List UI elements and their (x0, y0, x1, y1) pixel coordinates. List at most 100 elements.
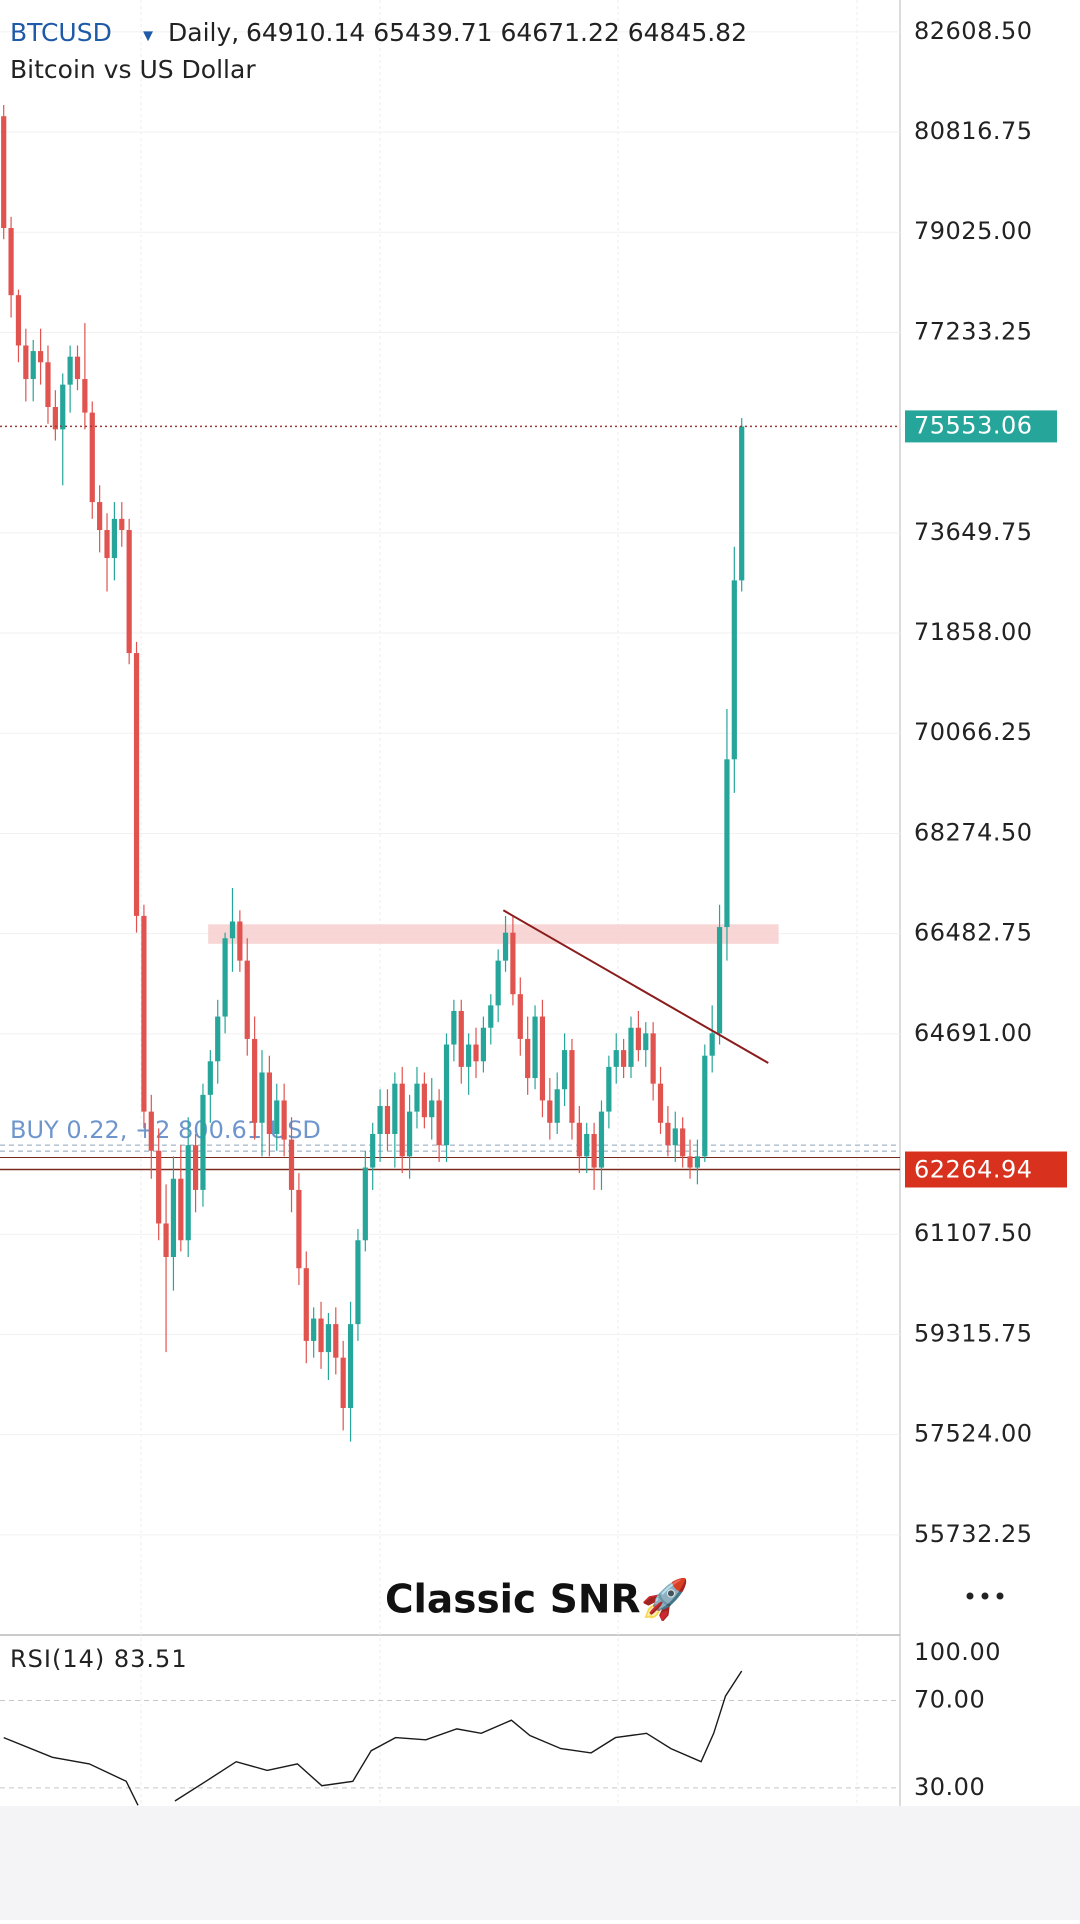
footer-bg (0, 1806, 1080, 1920)
candle-body (458, 1010, 464, 1067)
candle-body (731, 580, 737, 760)
candle-body (288, 1139, 295, 1190)
candle-body (333, 1324, 339, 1358)
candle-body (591, 1133, 597, 1168)
ohlc-header: 64910.14 65439.71 64671.22 64845.82 (246, 18, 747, 47)
candle-body (576, 1122, 582, 1157)
trendline (502, 909, 769, 1064)
candle-body (274, 1100, 280, 1134)
price-pane: BUY 0.22, +2 800.61 USD (0, 105, 900, 1442)
interval: Daily, (168, 18, 239, 47)
y-tick-label: 66482.75 (914, 919, 1033, 947)
candle-body (89, 412, 95, 503)
candle-body (45, 362, 51, 408)
candle-body (362, 1167, 368, 1241)
candle-body (672, 1128, 678, 1146)
candle-body (281, 1100, 287, 1140)
candle-body (407, 1111, 413, 1157)
candle-body (170, 1178, 177, 1258)
rsi-pane (3, 1670, 743, 1806)
candle-body (200, 1094, 206, 1190)
candle-body (82, 379, 88, 413)
candle-body (613, 1050, 619, 1067)
y-tick-label: 79025.00 (914, 217, 1033, 245)
candle-body (414, 1083, 420, 1112)
y-tick-label: 70066.25 (914, 718, 1033, 746)
candle-body (392, 1083, 398, 1134)
candle-body (724, 759, 730, 928)
symbol-dropdown[interactable]: ▾ (143, 23, 153, 47)
candle-body (259, 1072, 265, 1123)
candle-body (488, 1005, 494, 1028)
rsi-line (3, 1736, 139, 1806)
candle-body (739, 426, 745, 581)
candle-body (399, 1083, 405, 1157)
candle-body (635, 1027, 641, 1051)
candle-body (229, 921, 236, 939)
last-price-label: 75553.06 (914, 411, 1033, 439)
candle-body (584, 1133, 590, 1157)
candle-body (296, 1189, 302, 1269)
y-tick-label: 57524.00 (914, 1420, 1033, 1448)
candle-body (532, 1016, 538, 1079)
candle-body (192, 1145, 199, 1190)
candle-body (347, 1324, 354, 1409)
candle-body (97, 502, 103, 531)
y-tick-label: 71858.00 (914, 618, 1033, 646)
last-price-box (905, 410, 1057, 443)
candle-body (443, 1044, 450, 1146)
candle-body (436, 1100, 442, 1146)
candle-body (8, 228, 14, 296)
candle-body (510, 932, 516, 995)
candle-body (377, 1106, 383, 1134)
candle-body (244, 960, 250, 1039)
y-tick-label: 61107.50 (914, 1219, 1033, 1247)
candle-body (148, 1111, 154, 1151)
candle-body (628, 1027, 634, 1067)
candle-body (111, 518, 117, 558)
candle-body (52, 407, 58, 430)
candle-body (709, 1033, 715, 1056)
candle-body (325, 1324, 332, 1353)
candle-body (126, 530, 132, 654)
candle-body (178, 1178, 184, 1241)
candle-body (525, 1038, 531, 1079)
candle-body (687, 1156, 693, 1168)
candle-body (355, 1240, 361, 1325)
candle-body (421, 1083, 427, 1118)
resistance-zone (208, 924, 779, 944)
candle-body (657, 1083, 664, 1123)
candle-body (716, 927, 723, 1034)
candle-body (311, 1318, 317, 1341)
candle-body (621, 1050, 627, 1067)
candle-body (429, 1100, 435, 1118)
candle-body (185, 1145, 191, 1241)
candle-body (119, 518, 125, 531)
candle-body (141, 915, 147, 1112)
candle-body (318, 1318, 324, 1353)
candle-body (598, 1111, 605, 1168)
candle-body (702, 1055, 708, 1157)
position-price-label: 62264.94 (914, 1156, 1033, 1184)
candle-body (554, 1089, 560, 1123)
candle-body (480, 1027, 486, 1062)
candle-body (60, 384, 66, 430)
candle-body (606, 1066, 612, 1112)
rsi-tick-label: 100.00 (914, 1638, 1001, 1666)
caption: Classic SNR🚀 (385, 1577, 689, 1623)
candle-body (266, 1072, 272, 1134)
candle-body (502, 932, 509, 961)
y-tick-label: 68274.50 (914, 818, 1033, 846)
price-axis: 82608.50 80816.75 79025.00 77233.25 73649.75… (905, 17, 1067, 1801)
y-tick-label: 59315.75 (914, 1319, 1033, 1347)
symbol[interactable]: BTCUSD (10, 18, 112, 47)
more-menu[interactable] (966, 1592, 1004, 1600)
candle-body (370, 1133, 376, 1168)
y-tick-label: 82608.50 (914, 17, 1033, 45)
candle-body (340, 1357, 346, 1409)
y-tick-label: 64691.00 (914, 1019, 1033, 1047)
candle-body (252, 1038, 258, 1123)
candle-body (650, 1033, 656, 1084)
candle-body (466, 1044, 472, 1067)
candle-body (665, 1122, 671, 1146)
